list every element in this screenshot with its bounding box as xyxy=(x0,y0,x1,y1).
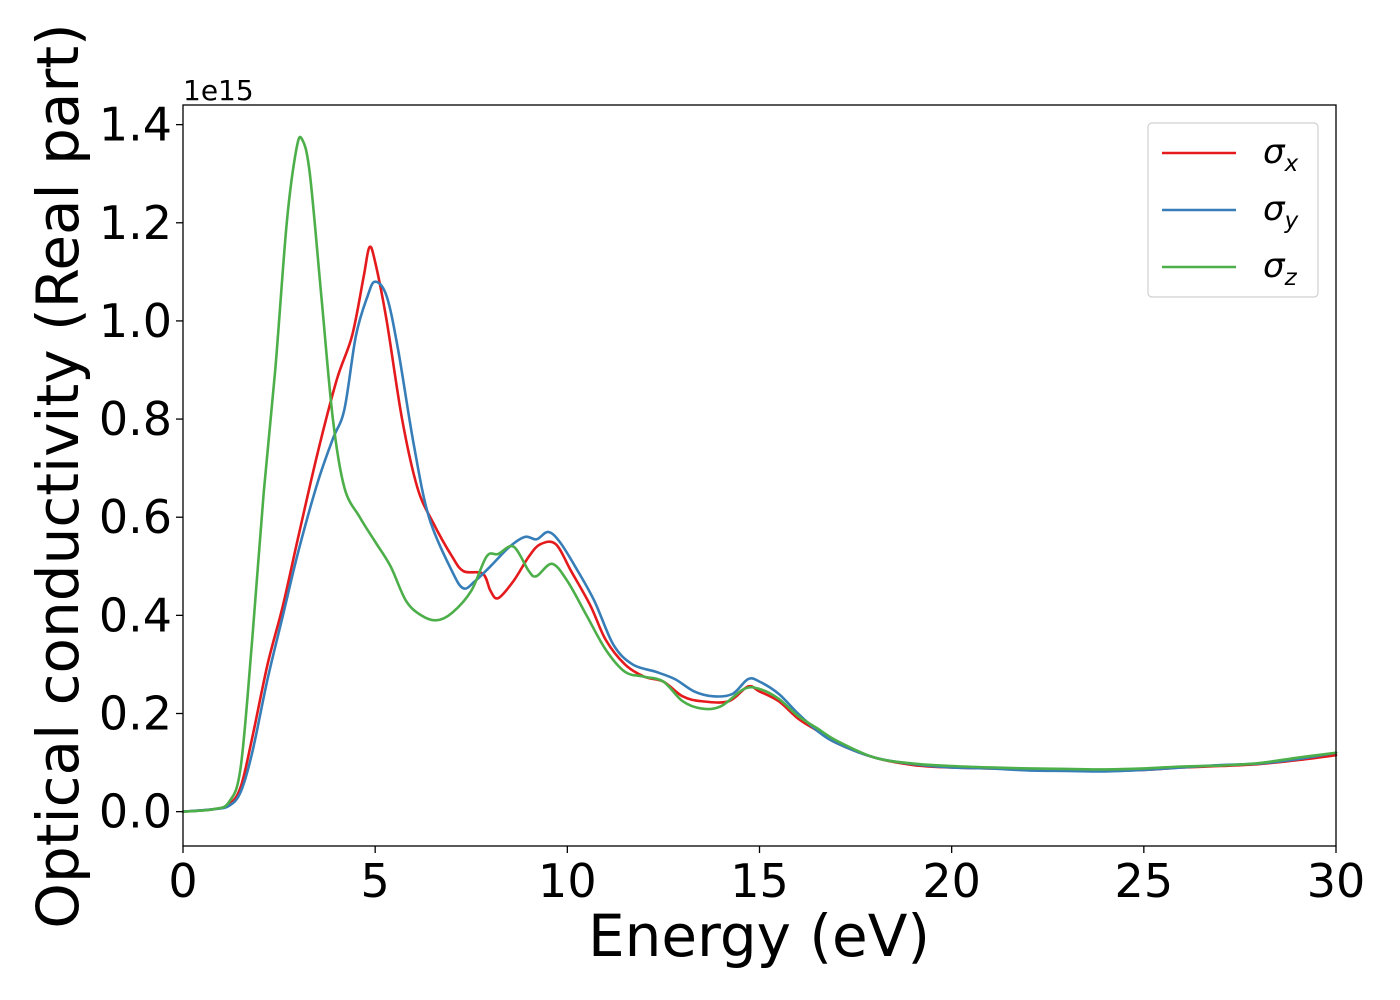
x-axis-ticks: 0 5 10 15 20 25 30 xyxy=(168,846,1365,908)
x-tick-label: 0 xyxy=(168,854,197,908)
y-tick-label: 1.0 xyxy=(99,294,172,348)
y-tick-label: 0.4 xyxy=(99,588,172,642)
x-tick-label: 30 xyxy=(1307,854,1366,908)
y-tick-label: 0.2 xyxy=(99,687,172,741)
y-tick-label: 0.8 xyxy=(99,392,172,446)
y-tick-label: 1.4 xyxy=(99,98,172,152)
x-tick-label: 15 xyxy=(730,854,789,908)
legend-label-z: σz xyxy=(1263,246,1298,291)
plot-area xyxy=(183,105,1336,846)
series-line-z xyxy=(181,135,1338,813)
y-axis-ticks: 0.0 0.2 0.4 0.6 0.8 1.0 1.2 1.4 xyxy=(99,98,183,839)
x-tick-label: 25 xyxy=(1115,854,1174,908)
x-axis-label: Energy (eV) xyxy=(588,902,930,970)
y-axis-offset-label: 1e15 xyxy=(183,74,254,107)
x-tick-label: 5 xyxy=(361,854,390,908)
y-tick-label: 0.0 xyxy=(99,785,172,839)
legend-label-y: σy xyxy=(1263,189,1299,234)
plot-frame xyxy=(182,104,1337,847)
y-axis-label: Optical conductivity (Real part) xyxy=(24,23,92,928)
y-tick-label: 1.2 xyxy=(99,196,172,250)
y-tick-label: 0.6 xyxy=(99,490,172,544)
series-layer xyxy=(181,135,1338,813)
x-tick-label: 10 xyxy=(538,854,597,908)
legend-label-x: σx xyxy=(1263,132,1299,177)
legend: σx σy σz xyxy=(1147,122,1319,298)
x-tick-label: 20 xyxy=(922,854,981,908)
